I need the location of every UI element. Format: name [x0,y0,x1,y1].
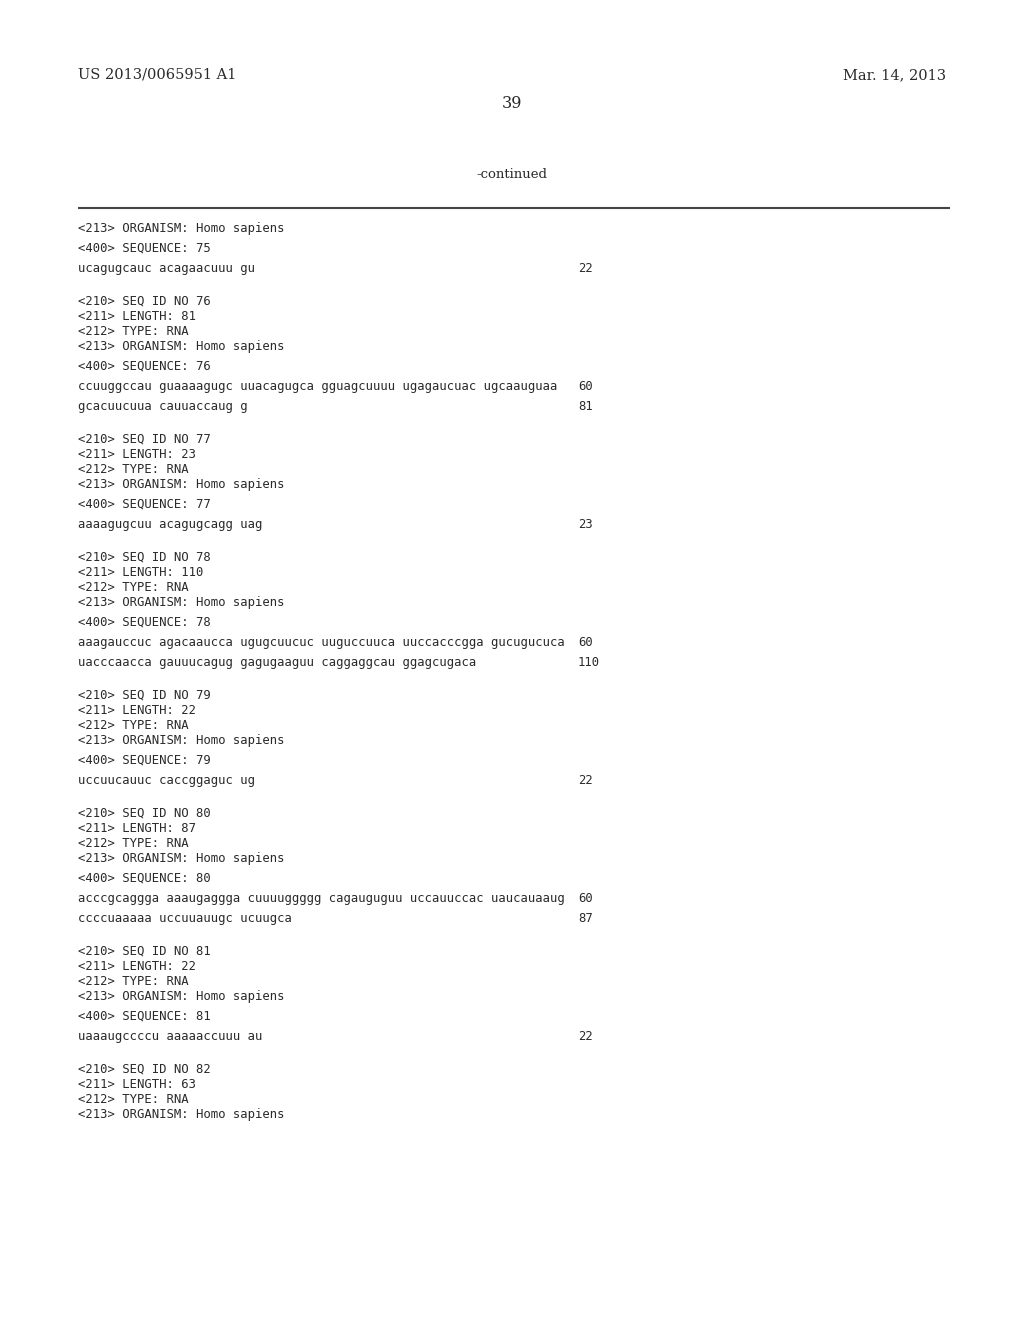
Text: 23: 23 [578,517,593,531]
Text: uccuucauuc caccggaguc ug: uccuucauuc caccggaguc ug [78,774,255,787]
Text: <211> LENGTH: 87: <211> LENGTH: 87 [78,822,196,836]
Text: <400> SEQUENCE: 80: <400> SEQUENCE: 80 [78,873,211,884]
Text: <212> TYPE: RNA: <212> TYPE: RNA [78,1093,188,1106]
Text: <212> TYPE: RNA: <212> TYPE: RNA [78,837,188,850]
Text: uacccaacca gauuucagug gagugaaguu caggaggcau ggagcugaca: uacccaacca gauuucagug gagugaaguu caggagg… [78,656,476,669]
Text: <212> TYPE: RNA: <212> TYPE: RNA [78,975,188,987]
Text: <213> ORGANISM: Homo sapiens: <213> ORGANISM: Homo sapiens [78,341,285,352]
Text: ccuuggccau guaaaagugc uuacagugca gguagcuuuu ugagaucuac ugcaauguaa: ccuuggccau guaaaagugc uuacagugca gguagcu… [78,380,557,393]
Text: <211> LENGTH: 23: <211> LENGTH: 23 [78,447,196,461]
Text: <400> SEQUENCE: 81: <400> SEQUENCE: 81 [78,1010,211,1023]
Text: 22: 22 [578,261,593,275]
Text: 39: 39 [502,95,522,112]
Text: 81: 81 [578,400,593,413]
Text: 87: 87 [578,912,593,925]
Text: <213> ORGANISM: Homo sapiens: <213> ORGANISM: Homo sapiens [78,851,285,865]
Text: ucagugcauc acagaacuuu gu: ucagugcauc acagaacuuu gu [78,261,255,275]
Text: <211> LENGTH: 110: <211> LENGTH: 110 [78,566,204,579]
Text: 60: 60 [578,892,593,906]
Text: <213> ORGANISM: Homo sapiens: <213> ORGANISM: Homo sapiens [78,597,285,609]
Text: <211> LENGTH: 22: <211> LENGTH: 22 [78,704,196,717]
Text: aaagauccuc agacaaucca ugugcuucuc uuguccuuca uuccacccgga gucugucuca: aaagauccuc agacaaucca ugugcuucuc uuguccu… [78,636,565,649]
Text: <210> SEQ ID NO 79: <210> SEQ ID NO 79 [78,689,211,702]
Text: <400> SEQUENCE: 78: <400> SEQUENCE: 78 [78,616,211,630]
Text: 60: 60 [578,380,593,393]
Text: aaaagugcuu acagugcagg uag: aaaagugcuu acagugcagg uag [78,517,262,531]
Text: 22: 22 [578,774,593,787]
Text: ccccuaaaaa uccuuauugc ucuugca: ccccuaaaaa uccuuauugc ucuugca [78,912,292,925]
Text: <210> SEQ ID NO 76: <210> SEQ ID NO 76 [78,294,211,308]
Text: <210> SEQ ID NO 81: <210> SEQ ID NO 81 [78,945,211,958]
Text: <213> ORGANISM: Homo sapiens: <213> ORGANISM: Homo sapiens [78,478,285,491]
Text: gcacuucuua cauuaccaug g: gcacuucuua cauuaccaug g [78,400,248,413]
Text: <212> TYPE: RNA: <212> TYPE: RNA [78,719,188,733]
Text: <213> ORGANISM: Homo sapiens: <213> ORGANISM: Homo sapiens [78,1107,285,1121]
Text: <211> LENGTH: 22: <211> LENGTH: 22 [78,960,196,973]
Text: <213> ORGANISM: Homo sapiens: <213> ORGANISM: Homo sapiens [78,990,285,1003]
Text: <400> SEQUENCE: 75: <400> SEQUENCE: 75 [78,242,211,255]
Text: 22: 22 [578,1030,593,1043]
Text: <213> ORGANISM: Homo sapiens: <213> ORGANISM: Homo sapiens [78,734,285,747]
Text: 60: 60 [578,636,593,649]
Text: <211> LENGTH: 63: <211> LENGTH: 63 [78,1078,196,1092]
Text: US 2013/0065951 A1: US 2013/0065951 A1 [78,69,237,82]
Text: <400> SEQUENCE: 76: <400> SEQUENCE: 76 [78,360,211,374]
Text: <212> TYPE: RNA: <212> TYPE: RNA [78,581,188,594]
Text: <212> TYPE: RNA: <212> TYPE: RNA [78,463,188,477]
Text: uaaaugccccu aaaaaccuuu au: uaaaugccccu aaaaaccuuu au [78,1030,262,1043]
Text: <210> SEQ ID NO 77: <210> SEQ ID NO 77 [78,433,211,446]
Text: Mar. 14, 2013: Mar. 14, 2013 [843,69,946,82]
Text: <210> SEQ ID NO 78: <210> SEQ ID NO 78 [78,550,211,564]
Text: <210> SEQ ID NO 80: <210> SEQ ID NO 80 [78,807,211,820]
Text: <212> TYPE: RNA: <212> TYPE: RNA [78,325,188,338]
Text: -continued: -continued [476,168,548,181]
Text: <210> SEQ ID NO 82: <210> SEQ ID NO 82 [78,1063,211,1076]
Text: <400> SEQUENCE: 77: <400> SEQUENCE: 77 [78,498,211,511]
Text: <400> SEQUENCE: 79: <400> SEQUENCE: 79 [78,754,211,767]
Text: <211> LENGTH: 81: <211> LENGTH: 81 [78,310,196,323]
Text: 110: 110 [578,656,600,669]
Text: acccgcaggga aaaugaggga cuuuuggggg cagauguguu uccauuccac uaucauaaug: acccgcaggga aaaugaggga cuuuuggggg cagaug… [78,892,565,906]
Text: <213> ORGANISM: Homo sapiens: <213> ORGANISM: Homo sapiens [78,222,285,235]
